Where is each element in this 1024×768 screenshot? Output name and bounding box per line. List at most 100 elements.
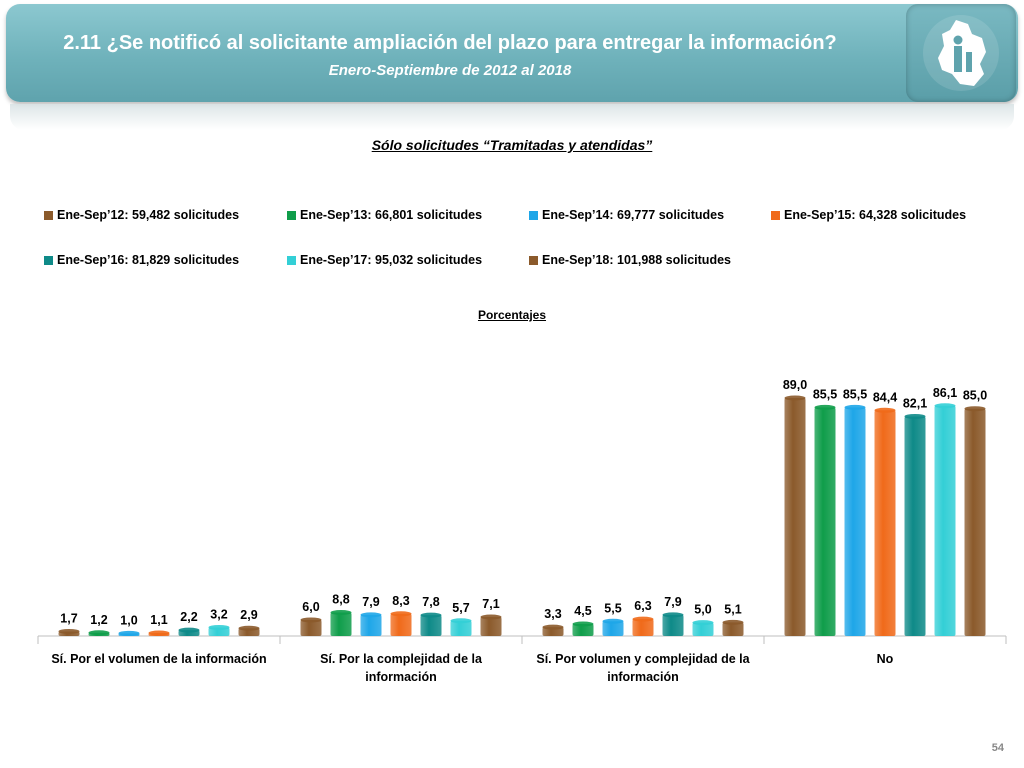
page-number: 54 xyxy=(991,742,1004,754)
bar xyxy=(874,410,896,636)
legend-swatch xyxy=(529,255,538,265)
category-label: No xyxy=(877,652,894,666)
bar xyxy=(964,408,986,636)
data-label: 7,9 xyxy=(664,595,681,609)
bar-cap xyxy=(692,620,714,626)
legend-swatch xyxy=(287,210,296,220)
bar xyxy=(632,619,654,636)
bar-cap xyxy=(662,612,684,618)
data-label: 3,3 xyxy=(544,607,561,621)
data-label: 1,2 xyxy=(90,613,107,627)
bar-cap xyxy=(784,395,806,401)
bar xyxy=(904,416,926,636)
legend-item: Ene-Sep’12: 59,482 solicitudes xyxy=(44,208,239,222)
bar xyxy=(602,621,624,636)
bar-cap xyxy=(542,624,564,630)
data-label: 85,5 xyxy=(843,387,867,401)
legend-swatch xyxy=(529,210,538,220)
bar xyxy=(814,407,836,636)
bar-cap xyxy=(722,619,744,625)
cdmx-map-logo-icon xyxy=(906,4,1016,102)
bar-cap xyxy=(904,413,926,419)
bar xyxy=(662,614,684,636)
data-label: 82,1 xyxy=(903,396,927,410)
bar xyxy=(784,398,806,636)
category-label: Sí. Por volumen y complejidad de la xyxy=(536,652,750,666)
data-label: 1,0 xyxy=(120,613,137,627)
bar xyxy=(480,617,502,636)
bar-cap xyxy=(572,621,594,627)
title-banner-shadow xyxy=(10,104,1014,130)
page-title: 2.11 ¿Se notificó al solicitante ampliac… xyxy=(63,32,837,54)
bar xyxy=(330,612,352,636)
bar-cap xyxy=(814,404,836,410)
legend-label: Ene-Sep’14: 69,777 solicitudes xyxy=(542,208,725,222)
bar xyxy=(420,615,442,636)
legend-label: Ene-Sep’18: 101,988 solicitudes xyxy=(542,253,731,267)
data-label: 84,4 xyxy=(873,390,897,404)
bar xyxy=(300,619,322,636)
bar-cap xyxy=(480,614,502,620)
data-label: 6,3 xyxy=(634,599,651,613)
bar-cap xyxy=(390,611,412,617)
title-banner xyxy=(6,4,1018,102)
bar xyxy=(360,614,382,636)
bar xyxy=(572,623,594,636)
legend-label: Ene-Sep’16: 81,829 solicitudes xyxy=(57,253,240,267)
category-label: Sí. Por el volumen de la información xyxy=(51,652,266,666)
bar-cap xyxy=(238,625,260,631)
data-label: 4,5 xyxy=(574,604,591,618)
data-label: 85,5 xyxy=(813,387,837,401)
legend-label: Ene-Sep’12: 59,482 solicitudes xyxy=(57,208,240,222)
bar-cap xyxy=(632,616,654,622)
data-label: 86,1 xyxy=(933,386,957,400)
legend-swatch xyxy=(287,255,296,265)
legend-item: Ene-Sep’14: 69,777 solicitudes xyxy=(529,208,724,222)
data-label: 5,1 xyxy=(724,602,741,616)
legend-item: Ene-Sep’17: 95,032 solicitudes xyxy=(287,253,482,267)
category-label: información xyxy=(365,670,437,684)
data-label: 3,2 xyxy=(210,607,227,621)
legend-item: Ene-Sep’15: 64,328 solicitudes xyxy=(771,208,966,222)
bar-cap xyxy=(602,618,624,624)
y-axis-label: Porcentajes xyxy=(477,308,547,322)
data-label: 6,0 xyxy=(302,600,319,614)
data-label: 1,1 xyxy=(150,613,167,627)
bar-cap xyxy=(208,624,230,630)
legend-item: Ene-Sep’18: 101,988 solicitudes xyxy=(529,253,731,267)
legend-label: Ene-Sep’15: 64,328 solicitudes xyxy=(784,208,967,222)
data-label: 1,7 xyxy=(60,611,77,625)
data-label: 5,5 xyxy=(604,601,621,615)
data-label: 2,2 xyxy=(180,610,197,624)
bar-cap xyxy=(844,404,866,410)
bar xyxy=(934,405,956,636)
data-label: 85,0 xyxy=(963,389,987,403)
category-label: Sí. Por la complejidad de la xyxy=(320,652,483,666)
bar xyxy=(692,622,714,636)
bar-cap xyxy=(88,630,110,636)
data-label: 2,9 xyxy=(240,608,257,622)
bar xyxy=(450,620,472,636)
chart-heading: Sólo solicitudes “Tramitadas y atendidas… xyxy=(371,137,653,153)
data-label: 5,0 xyxy=(694,603,711,617)
bar-cap xyxy=(330,609,352,615)
bar-cap xyxy=(964,406,986,412)
legend-label: Ene-Sep’13: 66,801 solicitudes xyxy=(300,208,483,222)
bar-cap xyxy=(874,407,896,413)
bar xyxy=(542,627,564,636)
legend-swatch xyxy=(44,255,53,265)
data-label: 5,7 xyxy=(452,601,469,615)
page-subtitle: Enero-Septiembre de 2012 al 2018 xyxy=(328,62,572,79)
data-label: 89,0 xyxy=(783,378,807,392)
legend-item: Ene-Sep’13: 66,801 solicitudes xyxy=(287,208,482,222)
bar-cap xyxy=(360,612,382,618)
legend-item: Ene-Sep’16: 81,829 solicitudes xyxy=(44,253,239,267)
legend-swatch xyxy=(44,210,53,220)
bar-cap xyxy=(450,618,472,624)
bar-cap xyxy=(148,630,170,636)
bar xyxy=(390,613,412,636)
bar-cap xyxy=(118,630,140,636)
legend-label: Ene-Sep’17: 95,032 solicitudes xyxy=(300,253,483,267)
data-label: 7,9 xyxy=(362,595,379,609)
data-label: 8,8 xyxy=(332,592,349,606)
